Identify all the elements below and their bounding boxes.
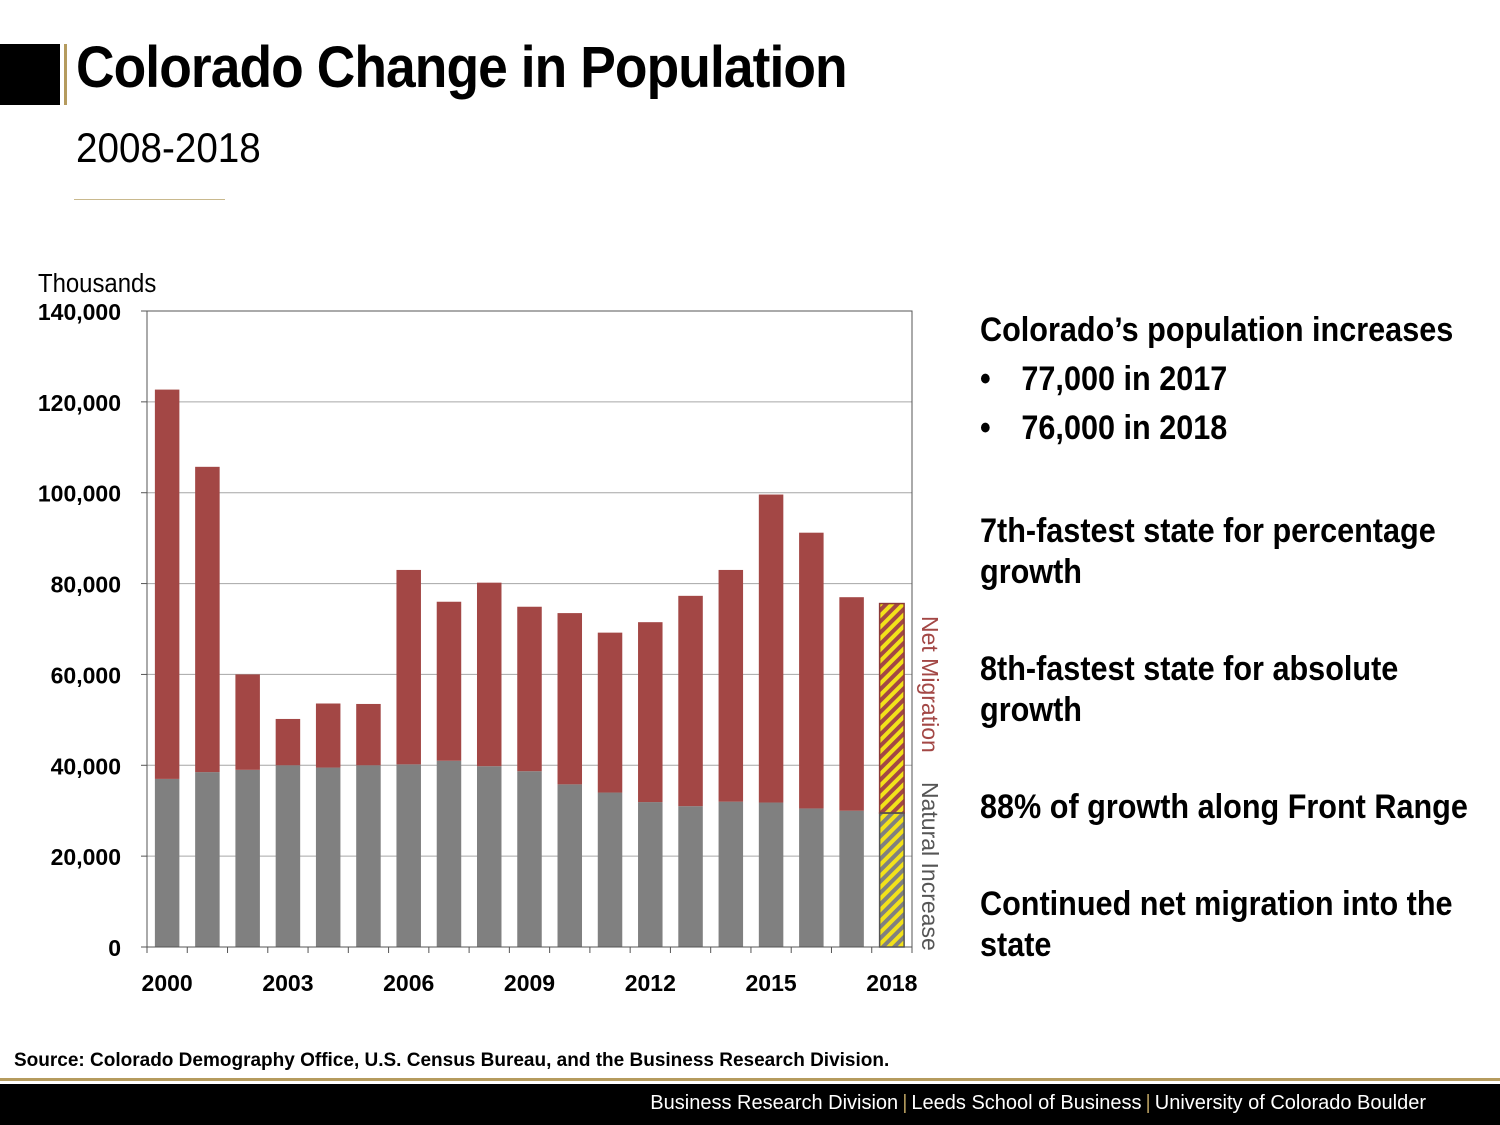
- bar-natural-increase-2009: [517, 771, 542, 947]
- bar-net-migration-2012: [638, 622, 663, 803]
- bar-natural-increase-2010: [557, 784, 583, 947]
- bar-natural-increase-2016: [799, 808, 824, 947]
- key-findings: Colorado’s population increases • 77,000…: [980, 310, 1480, 966]
- bar-natural-increase-2012: [638, 802, 663, 947]
- y-tick-label: 0: [108, 935, 121, 961]
- plot-frame: [146, 310, 913, 948]
- x-tick-label: 2009: [504, 970, 555, 996]
- x-tick-label: 2006: [383, 970, 434, 996]
- bar-natural-increase-2008: [476, 766, 502, 947]
- bar-natural-increase-2011: [597, 792, 623, 947]
- x-tick-label: 2000: [142, 970, 193, 996]
- finding-absolute-growth: 8th-fastest state for absolute growth: [980, 650, 1399, 729]
- list-item-text: 76,000 in 2018: [1021, 409, 1228, 447]
- footer-rule: [0, 1078, 1500, 1081]
- bar-net-migration-2010: [557, 613, 583, 785]
- bar-natural-increase-2017: [839, 810, 864, 947]
- bar-net-migration-2018: [878, 602, 905, 814]
- list-item: • 76,000 in 2018: [980, 408, 1471, 449]
- finding-percentage-growth: 7th-fastest state for percentage growth: [980, 512, 1436, 591]
- bar-natural-increase-2002: [235, 769, 260, 947]
- list-item: • 77,000 in 2017: [980, 359, 1471, 400]
- bar-natural-increase-2003: [275, 765, 301, 947]
- bar-net-migration-2004: [315, 703, 341, 768]
- y-tick-label: 100,000: [38, 481, 121, 507]
- x-tick-label: 2003: [262, 970, 313, 996]
- bar-net-migration-2016: [799, 532, 824, 809]
- footer-text: Business Research Division | Leeds School …: [650, 1092, 1426, 1115]
- bar-natural-increase-2001: [195, 772, 220, 947]
- y-tick-label: 120,000: [38, 390, 121, 416]
- bullet-dot: •: [980, 409, 991, 447]
- findings-heading: Colorado’s population increases: [980, 311, 1454, 349]
- bar-net-migration-2001: [195, 466, 220, 773]
- footer-bar: Business Research Division | Leeds School …: [0, 1084, 1500, 1125]
- population-change-chart: 0 20,000 40,000 60,000 80,000 100,000 120,000 1…: [38, 269, 943, 996]
- footer-school: Leeds School of Business: [911, 1092, 1142, 1114]
- source-note: Source: Colorado Demography Office, U.S.…: [14, 1050, 890, 1071]
- y-tick-label: 40,000: [51, 753, 121, 779]
- bar-natural-increase-2007: [436, 760, 462, 947]
- bar-natural-increase-2006: [396, 764, 421, 947]
- y-tick-label: 20,000: [51, 844, 121, 870]
- bar-net-migration-2017: [839, 597, 864, 811]
- page-title: Colorado Change in Population: [76, 35, 848, 100]
- footer-separator: |: [902, 1092, 908, 1114]
- finding-net-migration: Continued net migration into the state: [980, 885, 1453, 964]
- y-tick-label: 140,000: [38, 299, 121, 325]
- bar-net-migration-2002: [235, 674, 260, 770]
- bullet-dot: •: [980, 360, 991, 398]
- bar-net-migration-2000: [154, 389, 180, 779]
- y-unit-label: Thousands: [38, 269, 156, 298]
- bar-net-migration-2003: [275, 718, 301, 766]
- title-accent-rule: [64, 44, 67, 105]
- bar-net-migration-2005: [356, 703, 381, 766]
- bar-net-migration-2008: [476, 582, 502, 767]
- bar-net-migration-2014: [718, 569, 744, 802]
- title-accent-block: [0, 44, 60, 105]
- footer-university: University of Colorado Boulder: [1154, 1092, 1426, 1114]
- footer-division: Business Research Division: [650, 1092, 899, 1114]
- net-migration-series-label: Net Migration: [917, 616, 943, 753]
- bar-natural-increase-2004: [315, 767, 341, 947]
- bar-net-migration-2011: [597, 632, 623, 793]
- x-tick-label: 2015: [745, 970, 796, 996]
- x-tick-label: 2018: [866, 970, 917, 996]
- y-tick-label: 80,000: [51, 572, 121, 598]
- finding-front-range: 88% of growth along Front Range: [980, 788, 1468, 826]
- bar-net-migration-2015: [758, 494, 784, 803]
- bar-natural-increase-2015: [758, 802, 784, 947]
- list-item-text: 77,000 in 2017: [1021, 360, 1228, 398]
- y-tick-label: 60,000: [51, 662, 121, 688]
- bar-net-migration-2006: [396, 569, 421, 765]
- bar-natural-increase-2013: [678, 806, 703, 947]
- subtitle-divider: [74, 199, 225, 200]
- bar-natural-increase-2005: [356, 765, 381, 947]
- bar-natural-increase-2014: [718, 801, 744, 947]
- bar-natural-increase-2000: [154, 778, 180, 947]
- page-subtitle: 2008-2018: [76, 124, 261, 171]
- x-tick-label: 2012: [625, 970, 676, 996]
- bar-net-migration-2007: [436, 601, 462, 761]
- natural-increase-series-label: Natural Increase: [917, 782, 943, 951]
- bar-net-migration-2009: [517, 606, 542, 772]
- bar-natural-increase-2018: [878, 812, 905, 948]
- bar-net-migration-2013: [678, 595, 703, 807]
- footer-separator: |: [1145, 1092, 1151, 1114]
